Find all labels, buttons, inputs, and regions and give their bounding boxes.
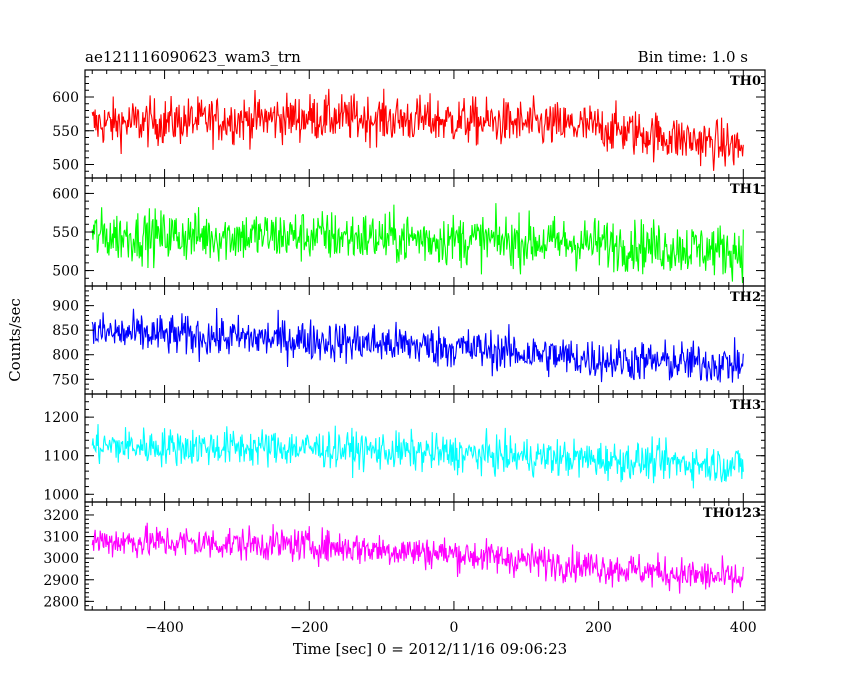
series-th0123	[91, 522, 744, 594]
y-tick-label: 3000	[43, 551, 79, 567]
y-tick-label: 500	[52, 158, 79, 174]
x-tick-label: 0	[449, 620, 458, 636]
y-tick-label: 900	[52, 299, 79, 315]
x-tick-label: −400	[145, 620, 183, 636]
series-th0	[91, 88, 744, 171]
y-tick-label: 600	[52, 186, 79, 202]
bin-time-label: Bin time: 1.0 s	[638, 48, 748, 66]
y-tick-label: 2900	[43, 573, 79, 589]
y-tick-label: 1100	[43, 449, 79, 465]
panel-label-th0123: TH0123	[703, 506, 761, 521]
y-tick-label: 1000	[43, 487, 79, 503]
x-tick-label: 400	[730, 620, 757, 636]
panel-frame-th1	[84, 177, 766, 287]
panel-label-th1: TH1	[730, 182, 761, 197]
y-tick-label: 1200	[43, 410, 79, 426]
y-tick-label: 750	[52, 372, 79, 388]
y-tick-label: 550	[52, 225, 79, 241]
panels-group: 500 550 600 TH0 500 550 600 TH1 750 800 850 900 TH2 1…	[43, 69, 766, 636]
series-th1	[91, 203, 744, 284]
x-axis-label: Time [sec] 0 = 2012/11/16 09:06:23	[293, 640, 567, 658]
y-tick-label: 850	[52, 323, 79, 339]
y-tick-label: 3200	[43, 508, 79, 524]
y-tick-label: 500	[52, 264, 79, 280]
y-tick-label: 600	[52, 90, 79, 106]
y-tick-label: 550	[52, 124, 79, 140]
y-tick-label: 800	[52, 348, 79, 364]
chart-title: ae121116090623_wam3_trn	[85, 48, 301, 66]
y-axis-label: Counts/sec	[6, 298, 24, 382]
panel-label-th0: TH0	[730, 74, 761, 89]
series-th3	[91, 424, 744, 489]
x-tick-label: 200	[585, 620, 612, 636]
panel-frame-th0	[84, 69, 766, 179]
x-tick-label: −200	[290, 620, 328, 636]
series-th2	[91, 307, 744, 383]
y-tick-label: 2800	[43, 594, 79, 610]
panel-label-th3: TH3	[730, 398, 761, 413]
y-tick-label: 3100	[43, 530, 79, 546]
panel-label-th2: TH2	[730, 290, 761, 305]
